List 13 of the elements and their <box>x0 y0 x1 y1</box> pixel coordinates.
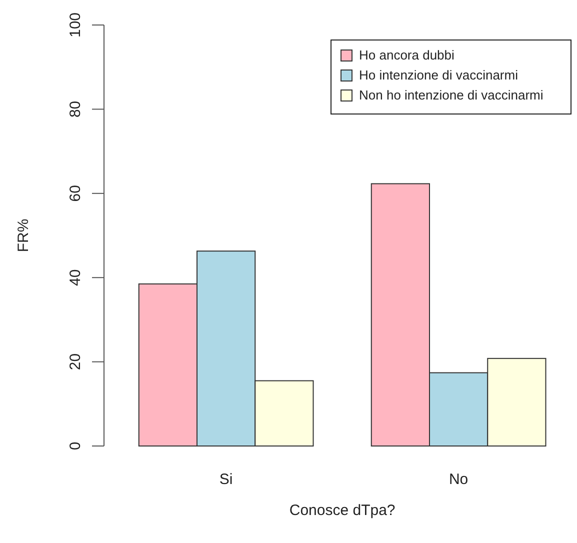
x-axis-title: Conosce dTpa? <box>289 502 396 519</box>
legend-label: Non ho intenzione di vaccinarmi <box>359 87 544 102</box>
y-axis-title: FR% <box>15 218 32 252</box>
y-tick-label: 80 <box>66 100 84 118</box>
y-tick-label: 60 <box>66 185 84 202</box>
legend-label: Ho intenzione di vaccinarmi <box>359 67 518 82</box>
y-tick-label: 20 <box>66 353 84 370</box>
legend-label: Ho ancora dubbi <box>359 47 455 62</box>
y-tick-label: 40 <box>66 269 84 286</box>
y-tick-label: 0 <box>66 442 84 450</box>
x-tick-label: Si <box>219 471 233 488</box>
y-tick-label: 100 <box>66 12 84 38</box>
x-tick-label: No <box>448 471 468 488</box>
